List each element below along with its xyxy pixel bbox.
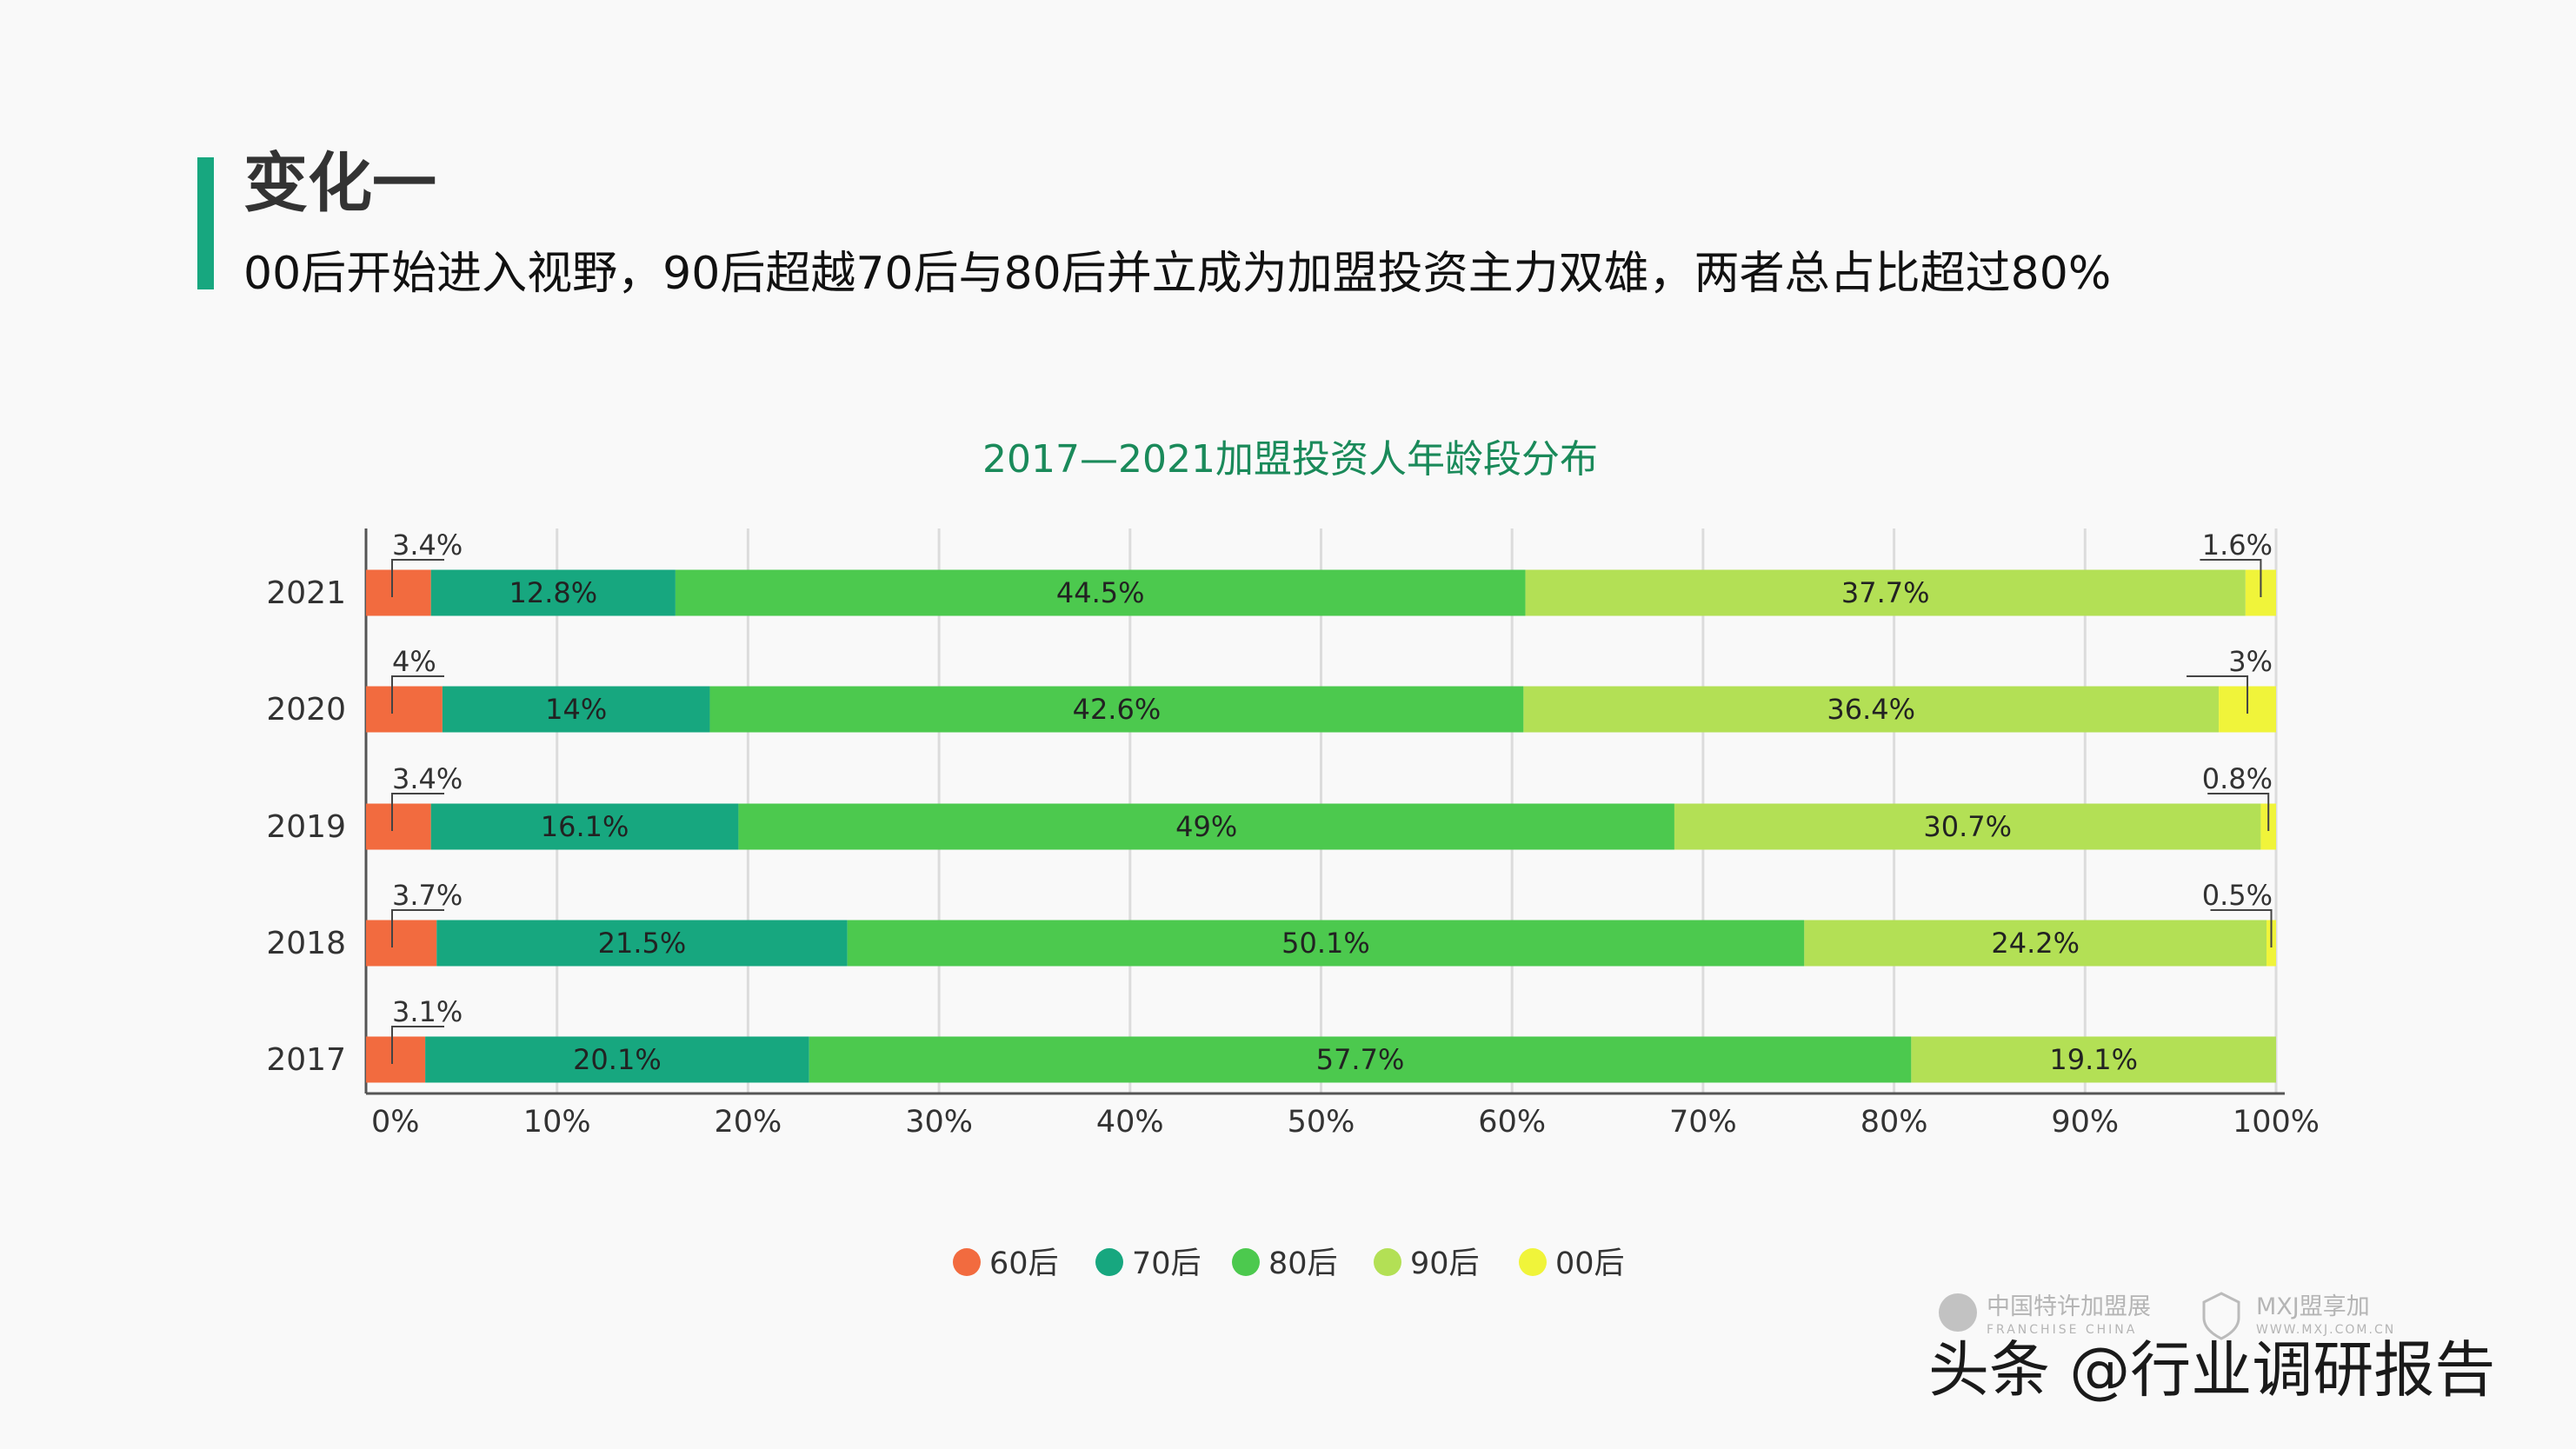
leader-line	[391, 675, 444, 714]
data-label: 30.7%	[1923, 810, 2012, 843]
data-label: 0.5%	[2202, 879, 2273, 912]
leader-line	[391, 793, 444, 831]
data-label: 3%	[2228, 645, 2273, 678]
x-tick-label: 100%	[2233, 1105, 2320, 1140]
data-label: 21.5%	[598, 927, 687, 960]
x-tick-label: 70%	[1669, 1105, 1737, 1140]
legend-marker	[953, 1248, 981, 1276]
watermark-logo2-cn: MXJ盟享加	[2256, 1293, 2370, 1320]
x-tick-label: 20%	[715, 1105, 782, 1140]
bar-segment	[366, 920, 437, 967]
bar-segment	[1911, 1036, 2276, 1083]
bar-segment	[738, 803, 1674, 850]
bar-segment	[1525, 569, 2246, 616]
legend-marker	[1519, 1248, 1547, 1276]
page-subtitle: 00后开始进入视野，90后超越70后与80后并立成为加盟投资主力双雄，两者总占比…	[243, 248, 2111, 300]
data-label: 1.6%	[2202, 528, 2273, 562]
x-tick-label: 60%	[1478, 1105, 1546, 1140]
leader-line	[2210, 909, 2273, 947]
bar-segment	[442, 686, 710, 733]
legend: 60后 70后 80后 90后 00后	[953, 1246, 1625, 1281]
bar-segment	[366, 1036, 426, 1083]
x-tick-label: 10%	[523, 1105, 591, 1140]
legend-label: 80后	[1268, 1246, 1338, 1281]
x-tick-label: 80%	[1860, 1105, 1928, 1140]
leader-line	[2187, 675, 2249, 714]
legend-label: 60后	[989, 1246, 1059, 1281]
legend-marker	[1374, 1248, 1401, 1276]
x-tick-label: 40%	[1096, 1105, 1164, 1140]
data-label: 49%	[1175, 810, 1237, 843]
data-label: 3.1%	[392, 995, 463, 1028]
leader-line	[391, 909, 444, 947]
data-label: 3.4%	[392, 528, 463, 562]
legend-label: 70后	[1132, 1246, 1201, 1281]
data-label: 20.1%	[573, 1043, 662, 1076]
watermark: 中国特许加盟展 FRANCHISE CHINA MXJ盟享加 WWW.MXJ.C…	[1928, 1292, 2495, 1406]
x-tick-label: 50%	[1288, 1105, 1355, 1140]
data-label: 42.6%	[1073, 693, 1162, 726]
data-label: 57.7%	[1316, 1043, 1405, 1076]
leader-line	[2200, 559, 2262, 597]
bar-segment	[1674, 803, 2261, 850]
bar-segment	[436, 920, 848, 967]
bar-segment	[366, 803, 431, 850]
leader-line	[391, 1026, 444, 1064]
data-label: 37.7%	[1841, 576, 1930, 609]
page-title: 变化一	[243, 146, 436, 221]
watermark-logo2-en: WWW.MXJ.COM.CN	[2256, 1323, 2395, 1337]
data-label: 50.1%	[1281, 927, 1370, 960]
legend-label: 00后	[1555, 1246, 1625, 1281]
data-label: 44.5%	[1056, 576, 1145, 609]
bar-segment	[430, 803, 739, 850]
bar-segment	[847, 920, 1805, 967]
mxj-shield-icon	[2202, 1292, 2240, 1340]
bar-segment	[366, 686, 443, 733]
watermark-source: 头条 @行业调研报告	[1928, 1334, 2495, 1406]
bar-segment	[675, 569, 1526, 616]
x-tick-label: 90%	[2051, 1105, 2119, 1140]
accent-bar	[197, 157, 214, 289]
watermark-logo1-cn: 中国特许加盟展	[1987, 1293, 2151, 1320]
bar-segment	[1523, 686, 2220, 733]
data-label: 36.4%	[1827, 693, 1915, 726]
franchise-china-logo-icon	[1939, 1293, 1977, 1332]
chart-title: 2017—2021加盟投资人年龄段分布	[982, 437, 1598, 482]
legend-marker	[1232, 1248, 1260, 1276]
data-label: 14%	[545, 693, 607, 726]
bar-segment	[1804, 920, 2267, 967]
bar-segment	[430, 569, 676, 616]
legend-label: 90后	[1410, 1246, 1480, 1281]
y-tick-label: 2019	[266, 809, 346, 845]
bar-segment	[425, 1036, 809, 1083]
watermark-logo1-en: FRANCHISE CHINA	[1987, 1323, 2137, 1337]
x-tick-label: 0%	[371, 1105, 420, 1140]
leader-line	[391, 559, 444, 597]
data-label: 4%	[392, 645, 436, 678]
bar-segment	[366, 569, 431, 616]
data-label: 3.4%	[392, 762, 463, 795]
data-label: 12.8%	[509, 576, 597, 609]
data-label: 19.1%	[2049, 1043, 2138, 1076]
chart: 0% 10% 20% 30% 40% 50% 60% 70% 80% 90% 100% 2021 3.4…	[266, 528, 2320, 1140]
y-tick-label: 2020	[266, 692, 346, 728]
legend-marker	[1095, 1248, 1123, 1276]
data-label: 16.1%	[541, 810, 629, 843]
y-tick-label: 2021	[266, 575, 346, 611]
bar-segment	[709, 686, 1524, 733]
data-label: 24.2%	[1991, 927, 2080, 960]
leader-line	[2207, 793, 2270, 831]
y-tick-label: 2018	[266, 926, 346, 961]
data-label: 3.7%	[392, 879, 463, 912]
bar-segment	[809, 1036, 1912, 1083]
data-label: 0.8%	[2202, 762, 2273, 795]
x-tick-label: 30%	[905, 1105, 973, 1140]
y-tick-label: 2017	[266, 1042, 346, 1078]
